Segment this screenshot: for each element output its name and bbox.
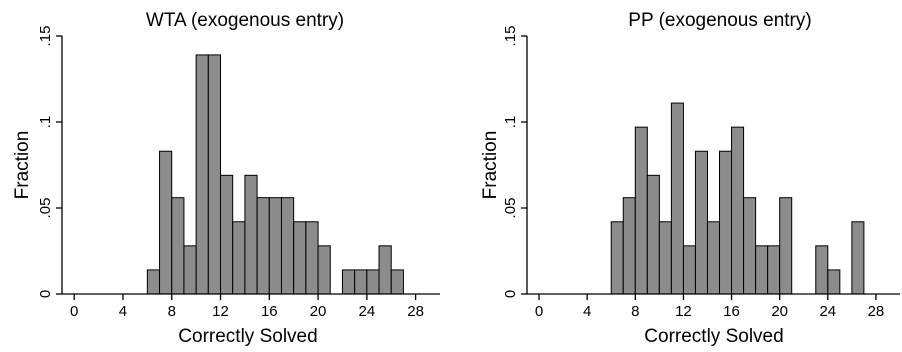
x-tick-label: 0 (70, 303, 78, 320)
histogram-bar (195, 54, 209, 295)
y-tick-label: .05 (37, 198, 54, 219)
histogram-bar (317, 245, 331, 295)
histogram-bar (682, 245, 696, 295)
x-tick-label: 4 (583, 303, 591, 320)
histogram-bar (268, 197, 282, 295)
y-tick-label: .15 (37, 26, 54, 47)
histogram-bar (341, 269, 356, 295)
x-tick-label: 24 (358, 303, 375, 320)
histogram-bar (755, 245, 769, 295)
y-tick-label: .15 (502, 26, 519, 47)
x-tick-label: 12 (675, 303, 692, 320)
x-tick-label: 8 (631, 303, 639, 320)
histogram-bar (293, 221, 307, 295)
histogram-bar (146, 269, 161, 295)
x-tick-label: 20 (771, 303, 788, 320)
y-tick-label: 0 (37, 290, 54, 298)
histogram-bar (634, 126, 648, 295)
x-tick-label: 0 (535, 303, 543, 320)
x-tick-label: 24 (819, 303, 836, 320)
histogram-bar (694, 150, 708, 295)
histogram-bar (159, 150, 173, 295)
histogram-bar (305, 221, 319, 295)
histogram-bar (256, 197, 270, 295)
histogram-bar (731, 126, 745, 295)
x-axis-label: Correctly Solved (178, 326, 317, 347)
histogram-bar (719, 150, 733, 295)
histogram-bar (779, 197, 793, 295)
histogram-bar (280, 197, 295, 295)
x-tick-label: 8 (168, 303, 176, 320)
histogram-bar (378, 245, 392, 295)
histogram-bar (622, 197, 636, 295)
y-tick-label: .1 (502, 116, 519, 129)
histogram-bar (815, 245, 829, 295)
chart-panel-wta: WTA (exogenous entry) Fraction Correctly… (12, 10, 440, 347)
y-tick-label: 0 (502, 290, 519, 298)
y-tick-label: .1 (37, 116, 54, 129)
histogram-bar (354, 269, 368, 295)
x-axis-label: Correctly Solved (644, 326, 783, 347)
x-tick-label: 16 (723, 303, 740, 320)
histogram-bar (232, 221, 246, 295)
histogram-bar (183, 245, 197, 295)
histogram-bar (220, 174, 234, 295)
histogram-bar (244, 174, 258, 295)
chart-title: WTA (exogenous entry) (146, 10, 344, 31)
x-tick-label: 12 (212, 303, 229, 320)
histogram-bar (658, 221, 672, 295)
histogram-bar (646, 174, 660, 295)
histogram-bar (207, 54, 222, 295)
y-tick-label: .05 (502, 198, 519, 219)
histogram-bar (743, 197, 757, 295)
chart-title: PP (exogenous entry) (628, 10, 811, 31)
x-tick-label: 4 (119, 303, 127, 320)
histogram-bar (706, 221, 721, 295)
y-axis-label: Fraction (480, 131, 501, 200)
x-tick-label: 28 (868, 303, 885, 320)
x-tick-label: 28 (407, 303, 424, 320)
histogram-bar (827, 269, 841, 295)
histogram-bar (390, 269, 404, 295)
y-axis-label: Fraction (12, 131, 33, 200)
histogram-bar (767, 245, 781, 295)
histogram-bar (610, 221, 624, 295)
histogram-bar (171, 197, 185, 295)
histogram-bar (366, 269, 380, 295)
chart-panel-pp: PP (exogenous entry) Fraction Correctly … (480, 10, 900, 347)
x-tick-label: 16 (261, 303, 278, 320)
x-tick-label: 20 (310, 303, 327, 320)
histogram-bar (851, 221, 865, 295)
histogram-bar (670, 102, 684, 295)
